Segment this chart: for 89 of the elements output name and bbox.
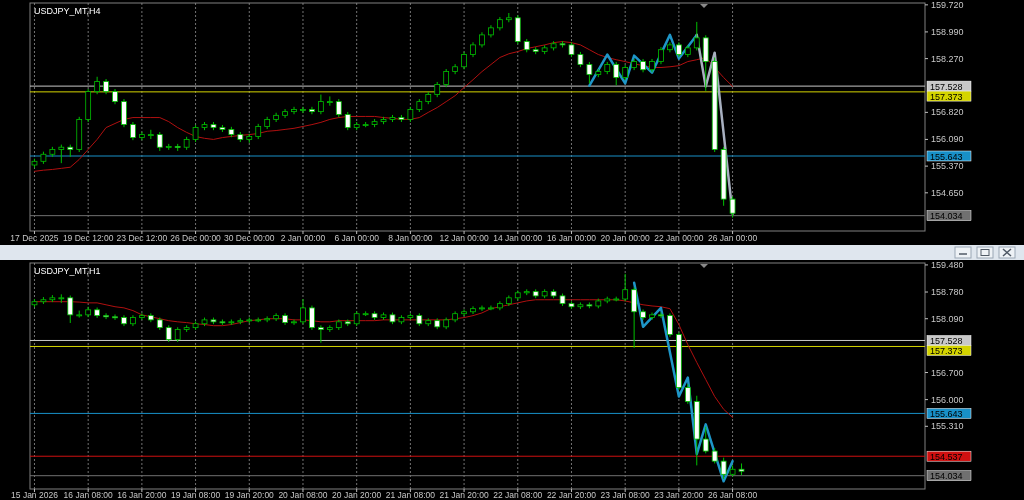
x-tick-label: 26 Dec 00:00 — [170, 233, 222, 243]
x-tick-label: 16 Jan 00:00 — [546, 233, 597, 243]
candlestick — [300, 106, 306, 114]
y-tick-label: 158.270 — [931, 53, 964, 64]
x-tick-label: 23 Dec 12:00 — [116, 233, 168, 243]
x-tick-label: 26 Jan 08:00 — [708, 490, 758, 500]
x-tick-label: 16 Jan 08:00 — [63, 490, 114, 500]
candlestick — [613, 61, 620, 86]
candlestick — [622, 273, 629, 302]
candlestick — [121, 98, 127, 128]
x-tick-label: 23 Jan 20:00 — [654, 490, 704, 500]
x-tick-label: 19 Dec 12:00 — [62, 233, 114, 243]
candlestick — [300, 298, 306, 325]
candlestick — [344, 111, 351, 131]
candlestick — [667, 312, 673, 338]
candlestick — [58, 144, 65, 164]
candlestick — [586, 61, 593, 84]
candlestick — [309, 305, 315, 331]
ref-line-label: 154.537 — [930, 451, 963, 462]
candlestick — [291, 106, 297, 115]
ref-line-label: 157.528 — [930, 81, 963, 92]
ref-line-label: 155.643 — [930, 151, 963, 162]
candlestick — [443, 68, 450, 88]
ref-line-label: 155.643 — [930, 408, 963, 419]
y-tick-label: 158.990 — [931, 26, 964, 37]
y-tick-label: 159.720 — [931, 0, 964, 10]
candlestick — [291, 319, 297, 326]
x-tick-label: 2 Jan 00:00 — [280, 233, 326, 243]
x-tick-label: 21 Jan 20:00 — [439, 490, 489, 500]
candlestick — [702, 34, 709, 92]
y-tick-label: 155.370 — [931, 161, 964, 172]
ref-line-label: 157.528 — [930, 335, 963, 346]
candlestick — [318, 94, 324, 115]
x-tick-label: 17 Dec 2025 — [10, 233, 59, 243]
ref-line-label: 154.034 — [930, 211, 963, 222]
candlestick — [702, 426, 709, 454]
candlestick — [684, 383, 691, 405]
x-tick-label: 20 Jan 20:00 — [332, 490, 382, 500]
candlestick — [514, 14, 521, 45]
candlestick — [309, 106, 315, 115]
candlestick — [720, 457, 727, 480]
ref-line-label: 157.373 — [930, 345, 963, 356]
x-tick-label: 23 Jan 08:00 — [600, 490, 651, 500]
candlestick — [318, 324, 324, 344]
candlestick — [139, 312, 145, 321]
candlestick — [139, 131, 145, 141]
y-tick-label: 156.820 — [931, 107, 964, 118]
candlestick — [112, 313, 118, 321]
chart-title: USDJPY_MT,H4 — [34, 6, 101, 16]
candlestick — [156, 131, 163, 152]
ref-line-label: 154.034 — [930, 471, 963, 482]
chart-title: USDJPY_MT,H1 — [34, 266, 101, 276]
candlestick — [67, 295, 74, 324]
candlestick — [631, 286, 637, 349]
x-tick-label: 22 Jan 00:00 — [654, 233, 704, 243]
y-tick-label: 155.310 — [931, 421, 964, 432]
candlestick — [130, 121, 136, 141]
x-tick-label: 22 Jan 08:00 — [493, 490, 543, 500]
candlestick — [461, 308, 467, 317]
ref-line-label: 157.373 — [930, 91, 963, 102]
x-tick-label: 6 Jan 00:00 — [334, 233, 380, 243]
candlestick — [335, 98, 342, 118]
x-tick-label: 16 Jan 20:00 — [117, 490, 167, 500]
x-tick-label: 8 Jan 00:00 — [388, 233, 433, 243]
x-tick-label: 19 Jan 20:00 — [224, 490, 275, 500]
candlestick — [273, 312, 279, 322]
candlestick — [729, 196, 736, 219]
y-tick-label: 154.650 — [931, 187, 964, 198]
y-tick-label: 156.700 — [931, 367, 964, 378]
x-tick-label: 26 Jan 00:00 — [708, 233, 758, 243]
line-series — [588, 33, 699, 87]
y-tick-label: 159.480 — [931, 259, 964, 270]
x-tick-label: 12 Jan 00:00 — [439, 233, 489, 243]
candlestick — [470, 305, 476, 315]
x-tick-label: 15 Jan 2026 — [11, 490, 59, 500]
y-tick-label: 156.090 — [931, 134, 964, 145]
x-tick-label: 20 Jan 08:00 — [278, 490, 328, 500]
y-tick-label: 156.000 — [931, 394, 964, 405]
x-tick-label: 19 Jan 08:00 — [171, 490, 221, 500]
line-series — [33, 41, 734, 172]
candlestick — [103, 312, 109, 320]
x-tick-label: 30 Dec 00:00 — [223, 233, 275, 243]
x-tick-label: 22 Jan 20:00 — [546, 490, 597, 500]
y-tick-label: 158.780 — [931, 287, 964, 298]
y-tick-label: 158.090 — [931, 313, 964, 324]
candlestick — [693, 21, 700, 51]
x-tick-label: 21 Jan 08:00 — [385, 490, 436, 500]
x-tick-label: 20 Jan 00:00 — [600, 233, 651, 243]
x-tick-label: 14 Jan 00:00 — [493, 233, 543, 243]
